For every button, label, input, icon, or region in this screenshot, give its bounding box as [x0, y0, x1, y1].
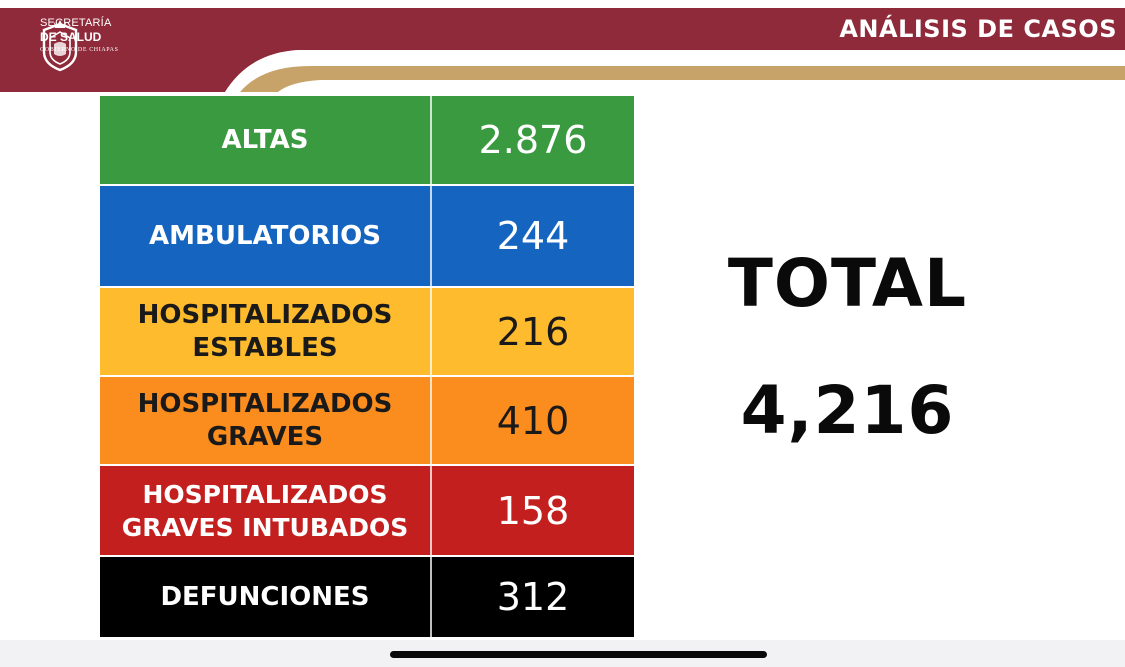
case-count-value: 410 [496, 398, 570, 443]
table-row: AMBULATORIOS 244 [100, 186, 634, 286]
case-category-label: DEFUNCIONES [100, 557, 432, 637]
case-count-value: 312 [496, 575, 570, 619]
coat-of-arms-icon [42, 20, 78, 72]
logo-line-gobierno: GOBIERNO DE CHIAPAS [40, 47, 119, 53]
case-count-value: 244 [496, 214, 570, 258]
case-count-value: 158 [496, 488, 570, 533]
case-category-label: ALTAS [100, 96, 432, 184]
case-count-value: 216 [496, 309, 570, 354]
case-category-label: HOSPITALIZADOS GRAVES INTUBADOS [100, 466, 432, 555]
table-row: HOSPITALIZADOS GRAVES 410 [100, 377, 634, 464]
logo: SECRETARÍA DE SALUD GOBIERNO DE CHIAPAS [40, 17, 119, 72]
table-row: HOSPITALIZADOS ESTABLES 216 [100, 288, 634, 375]
header-background [0, 8, 1125, 92]
case-category-label: AMBULATORIOS [100, 186, 432, 286]
total-label: TOTAL [727, 245, 968, 322]
case-category-label: HOSPITALIZADOS GRAVES [100, 377, 432, 464]
page-title: ANÁLISIS DE CASOS [839, 15, 1117, 43]
logo-line-secretaria: SECRETARÍA [40, 17, 112, 29]
table-row: ALTAS 2.876 [100, 96, 634, 184]
header-banner: SECRETARÍA DE SALUD GOBIERNO DE CHIAPAS … [0, 0, 1125, 95]
table-row: HOSPITALIZADOS GRAVES INTUBADOS 158 [100, 466, 634, 555]
home-indicator[interactable] [390, 651, 767, 658]
table-row: DEFUNCIONES 312 [100, 557, 634, 637]
case-category-label: HOSPITALIZADOS ESTABLES [100, 288, 432, 375]
case-count-value: 2.876 [478, 118, 588, 162]
total-value: 4,216 [740, 372, 955, 449]
